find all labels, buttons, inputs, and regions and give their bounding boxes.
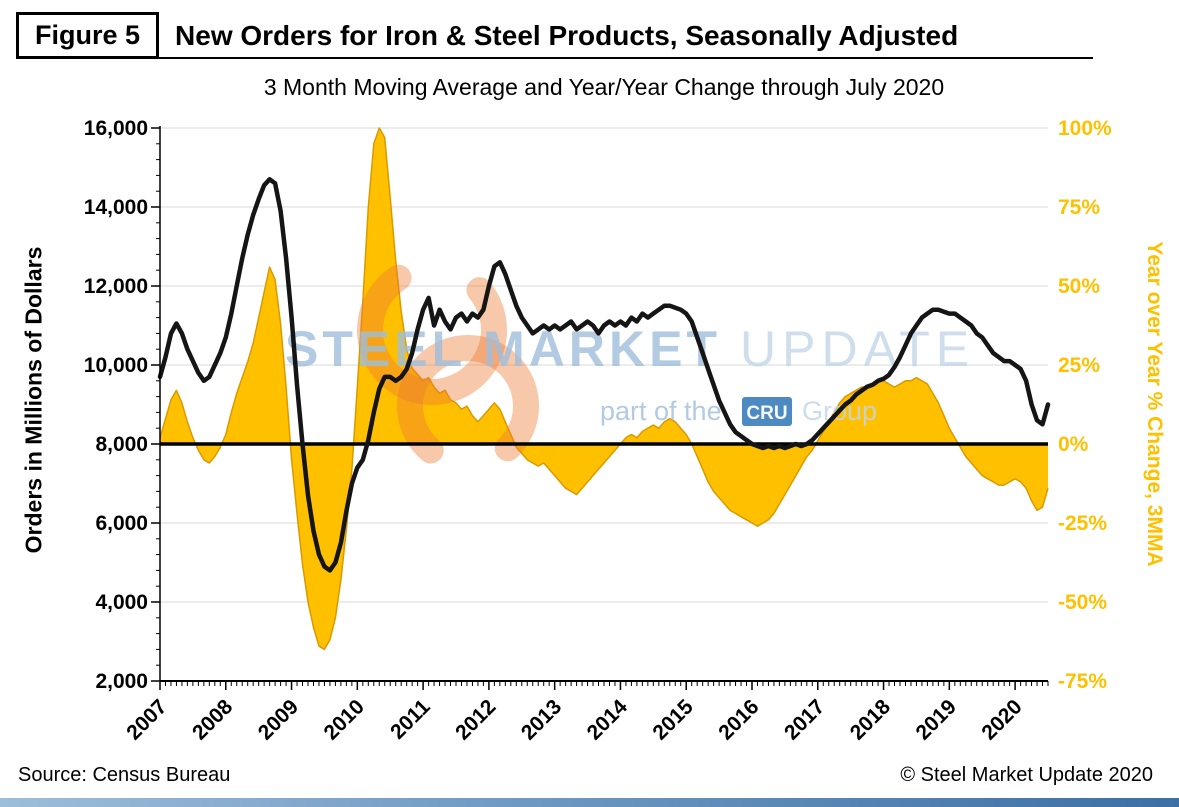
right-tick-label: 25% xyxy=(1058,354,1100,377)
x-year-label: 2012 xyxy=(451,695,500,744)
orders-line xyxy=(157,177,1051,573)
header-row: Figure 5 New Orders for Iron & Steel Pro… xyxy=(16,12,1093,59)
chart-title: New Orders for Iron & Steel Products, Se… xyxy=(175,19,959,51)
right-tick-label: -75% xyxy=(1058,670,1107,693)
copyright-note: © Steel Market Update 2020 xyxy=(900,764,1153,786)
watermark-text-update: UPDATE xyxy=(740,321,975,377)
x-year-label: 2013 xyxy=(517,695,566,744)
right-tick-label: -50% xyxy=(1058,591,1107,614)
cru-logo-icon xyxy=(742,397,792,426)
left-tick-label: 6,000 xyxy=(95,512,148,535)
x-year-label: 2015 xyxy=(648,695,698,745)
bottom-bar xyxy=(0,798,1179,807)
x-year-label: 2019 xyxy=(912,695,961,744)
x-year-label: 2007 xyxy=(122,695,171,744)
x-year-label: 2010 xyxy=(320,695,369,744)
yoy-area-outline xyxy=(159,127,1049,651)
source-note: Source: Census Bureau xyxy=(18,764,231,786)
watermark-text-cru: CRU xyxy=(746,403,787,424)
right-axis-title: Year over Year % Change, 3MMA xyxy=(1143,241,1166,567)
watermark-text-steel-market: STEEL MARKET xyxy=(285,321,721,377)
figure-label: Figure 5 xyxy=(16,12,160,59)
right-tick-label: 50% xyxy=(1058,275,1100,298)
yoy-area xyxy=(160,128,1048,650)
x-year-label: 2011 xyxy=(386,695,435,744)
chart-subtitle: 3 Month Moving Average and Year/Year Cha… xyxy=(263,74,945,100)
left-tick-label: 10,000 xyxy=(84,354,148,377)
x-year-label: 2008 xyxy=(188,695,238,745)
title-underline: New Orders for Iron & Steel Products, Se… xyxy=(159,12,1093,59)
x-year-label: 2014 xyxy=(583,695,633,745)
left-tick-label: 12,000 xyxy=(84,275,148,298)
right-tick-label: 100% xyxy=(1058,117,1112,140)
left-tick-label: 4,000 xyxy=(95,591,148,614)
right-tick-label: 75% xyxy=(1058,196,1100,219)
x-year-label: 2017 xyxy=(780,695,829,744)
right-tick-label: -25% xyxy=(1058,512,1107,535)
left-tick-label: 16,000 xyxy=(84,117,148,140)
left-axis-title: Orders in Millions of Dollars xyxy=(20,246,47,554)
watermark-text-part-of-the: part of the xyxy=(600,396,722,426)
x-year-label: 2016 xyxy=(714,695,763,744)
x-year-label: 2009 xyxy=(254,695,303,744)
left-tick-label: 2,000 xyxy=(95,670,148,693)
right-tick-label: 0% xyxy=(1058,433,1089,456)
x-year-label: 2020 xyxy=(977,695,1026,744)
smu-logo-icon xyxy=(357,255,507,405)
left-tick-label: 8,000 xyxy=(95,433,148,456)
x-year-label: 2018 xyxy=(846,695,896,745)
left-tick-label: 14,000 xyxy=(84,196,148,219)
